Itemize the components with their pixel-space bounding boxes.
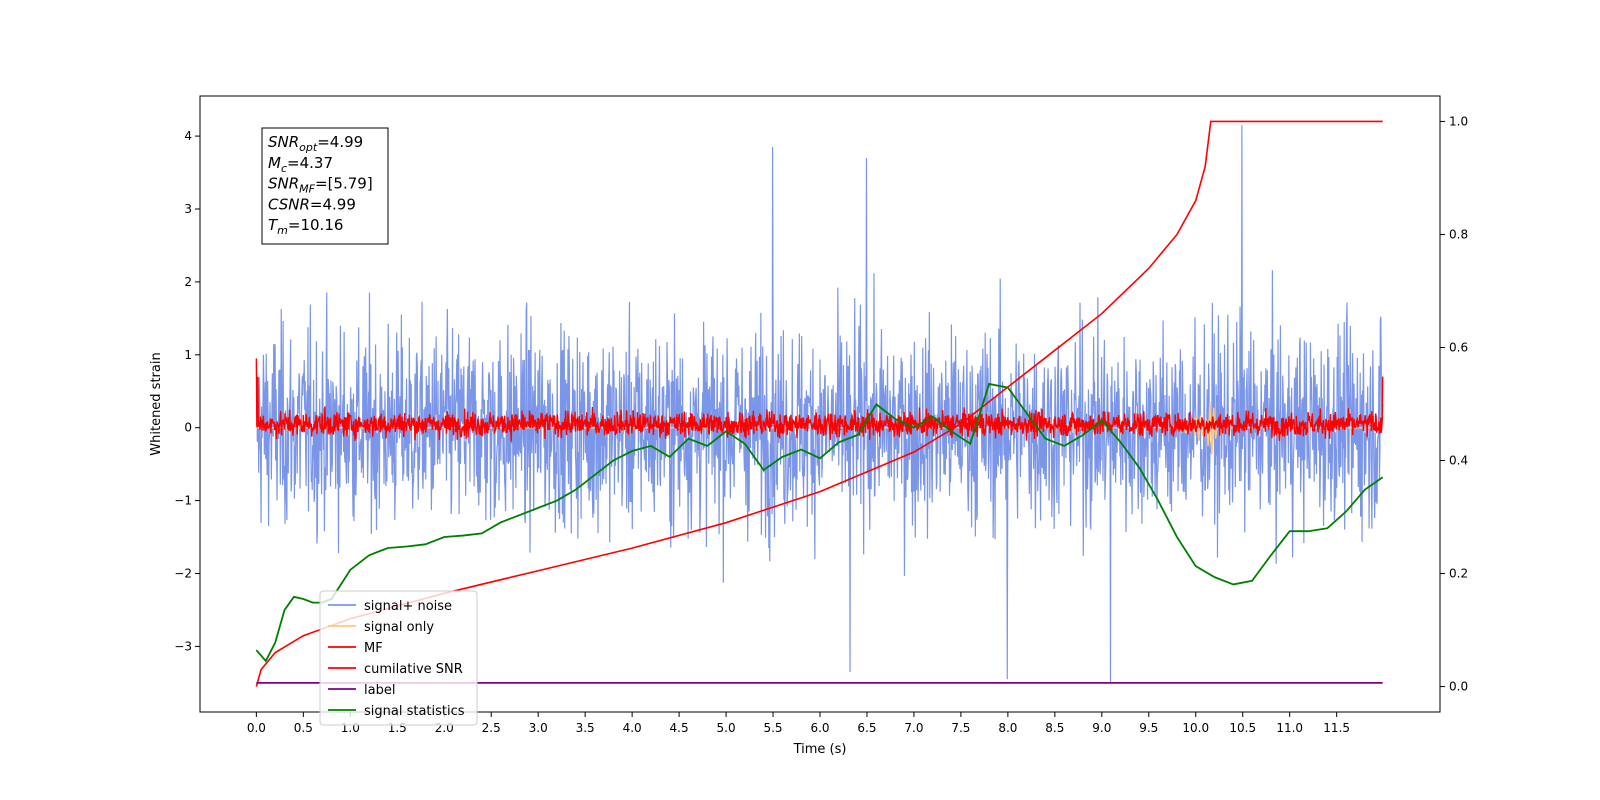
x-tick-label: 9.5: [1139, 721, 1158, 735]
x-tick-label: 0.5: [294, 721, 313, 735]
x-tick-label: 7.0: [904, 721, 923, 735]
y2-tick-label: 0.2: [1449, 567, 1468, 581]
y-tick-label: 2: [184, 275, 192, 289]
legend-entry: MF: [364, 641, 383, 656]
series-mf: [255, 358, 1384, 442]
y-axis-label: Whitened strain: [149, 352, 164, 455]
annotation-value: =4.99: [317, 133, 363, 151]
annotation-frame: [261, 127, 389, 245]
annotation-value: =[5.79]: [315, 175, 373, 193]
x-tick-label: 0.0: [247, 721, 266, 735]
annotation-subscript: m: [277, 224, 288, 237]
legend-frame: [319, 590, 478, 726]
annotation-line: Mc=4.37: [268, 154, 333, 175]
y2-tick-label: 0.6: [1449, 340, 1468, 354]
annotation-line: CSNR=4.99: [268, 195, 356, 213]
x-tick-label: 10.0: [1182, 721, 1209, 735]
legend-entry: cumilative SNR: [364, 662, 463, 677]
legend-entry: signal+ noise: [364, 599, 452, 614]
annotation-symbol: T: [268, 216, 279, 234]
x-tick-label: 3.5: [576, 721, 595, 735]
y-tick-label: −1: [174, 494, 192, 508]
x-tick-label: 3.0: [529, 721, 548, 735]
annotation-symbol: CSNR: [268, 195, 310, 213]
x-tick-label: 6.5: [857, 721, 876, 735]
x-tick-label: 9.0: [1092, 721, 1111, 735]
annotation-symbol: SNR: [268, 133, 299, 151]
y-tick-label: 3: [184, 202, 192, 216]
x-axis-label: Time (s): [793, 742, 847, 757]
x-tick-label: 7.5: [951, 721, 970, 735]
y-tick-label: 1: [184, 348, 192, 362]
annotation-value: =4.99: [310, 195, 356, 213]
y-tick-label: 4: [184, 129, 192, 143]
legend-entry: label: [364, 683, 395, 698]
annotation-box: SNRopt=4.99Mc=4.37SNRMF=[5.79]CSNR=4.99T…: [261, 127, 389, 245]
x-tick-label: 2.5: [482, 721, 501, 735]
legend: signal+ noise signal only MF cumilative SNR…: [319, 590, 478, 726]
annotation-symbol: M: [268, 154, 281, 172]
legend-entry: signal statistics: [364, 704, 465, 719]
annotation-line: SNRMF=[5.79]: [268, 175, 373, 196]
x-tick-label: 8.5: [1045, 721, 1064, 735]
y-tick-label: 0: [184, 421, 192, 435]
x-tick-label: 4.0: [623, 721, 642, 735]
series-signal-statistics: [255, 382, 1384, 663]
y2-tick-label: 1.0: [1449, 114, 1468, 128]
y2-tick-label: 0.0: [1449, 680, 1468, 694]
x-tick-label: 6.0: [810, 721, 829, 735]
x-tick-label: 4.5: [670, 721, 689, 735]
annotation-subscript: c: [281, 162, 287, 175]
annotation-value: =10.16: [288, 216, 344, 234]
annotation-line: SNRopt=4.99: [268, 133, 363, 154]
series-signal-noise: [255, 125, 1384, 683]
y-tick-label: −3: [174, 639, 192, 653]
series-cumulative-snr: [255, 120, 1383, 687]
annotation-subscript: opt: [299, 141, 318, 154]
x-tick-label: 5.0: [717, 721, 736, 735]
x-tick-label: 11.5: [1323, 721, 1350, 735]
legend-entry: signal only: [364, 620, 434, 635]
y2-tick-label: 0.4: [1449, 454, 1468, 468]
annotation-symbol: SNR: [268, 175, 299, 193]
y2-tick-label: 0.8: [1449, 227, 1468, 241]
x-tick-label: 10.5: [1229, 721, 1256, 735]
series-layer: [255, 120, 1384, 687]
y-tick-label: −2: [174, 566, 192, 580]
x-tick-label: 11.0: [1276, 721, 1303, 735]
annotation-value: =4.37: [287, 154, 333, 172]
annotation-line: Tm=10.16: [268, 216, 343, 237]
annotation-subscript: MF: [299, 183, 315, 196]
x-tick-label: 5.5: [763, 721, 782, 735]
x-tick-label: 8.0: [998, 721, 1017, 735]
